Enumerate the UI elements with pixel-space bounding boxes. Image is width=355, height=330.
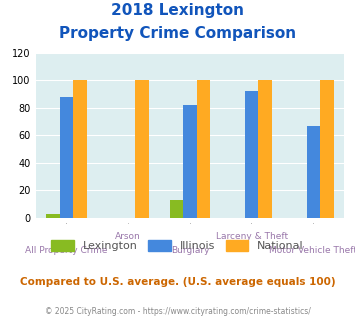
Text: Larceny & Theft: Larceny & Theft [215, 232, 288, 241]
Bar [197, 80, 210, 218]
Bar [245, 91, 258, 218]
Text: Motor Vehicle Theft: Motor Vehicle Theft [269, 246, 355, 254]
Bar [320, 80, 334, 218]
Text: Burglary: Burglary [171, 246, 209, 254]
Bar [307, 126, 320, 218]
Text: © 2025 CityRating.com - https://www.cityrating.com/crime-statistics/: © 2025 CityRating.com - https://www.city… [45, 307, 310, 316]
Text: All Property Crime: All Property Crime [25, 246, 108, 254]
Text: Compared to U.S. average. (U.S. average equals 100): Compared to U.S. average. (U.S. average … [20, 277, 335, 287]
Text: Property Crime Comparison: Property Crime Comparison [59, 26, 296, 41]
Bar [170, 200, 183, 218]
Bar [258, 80, 272, 218]
Bar [46, 214, 60, 218]
Bar [135, 80, 148, 218]
Text: 2018 Lexington: 2018 Lexington [111, 3, 244, 18]
Bar [183, 105, 197, 218]
Legend: Lexington, Illinois, National: Lexington, Illinois, National [51, 240, 304, 251]
Text: Arson: Arson [115, 232, 141, 241]
Bar [60, 97, 73, 218]
Bar [73, 80, 87, 218]
